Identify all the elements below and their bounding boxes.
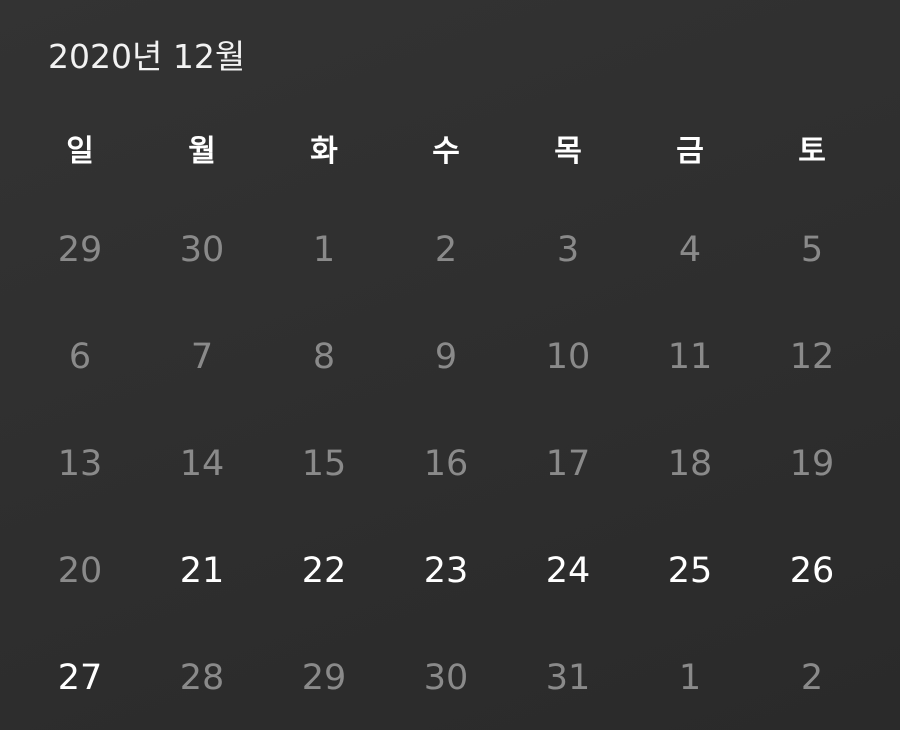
day-cell[interactable]: 22 (301, 550, 347, 591)
day-cell[interactable]: 14 (179, 443, 225, 484)
day-cell[interactable]: 1 (312, 229, 336, 270)
day-cell[interactable]: 12 (789, 336, 835, 377)
day-cell[interactable]: 24 (545, 550, 591, 591)
day-cell[interactable]: 4 (678, 229, 702, 270)
day-grid: 29 30 1 2 3 4 5 6 7 8 9 10 11 12 13 14 1… (19, 196, 880, 730)
weekday-sunday: 일 (66, 134, 94, 169)
day-cell[interactable]: 30 (423, 657, 469, 698)
day-cell[interactable]: 27 (57, 657, 103, 698)
day-cell[interactable]: 2 (800, 657, 824, 698)
day-cell[interactable]: 19 (789, 443, 835, 484)
day-cell[interactable]: 5 (800, 229, 824, 270)
day-cell[interactable]: 21 (179, 550, 225, 591)
weekday-wednesday: 수 (432, 134, 460, 169)
day-cell[interactable]: 30 (179, 229, 225, 270)
day-cell[interactable]: 26 (789, 550, 835, 591)
day-cell[interactable]: 18 (667, 443, 713, 484)
day-cell[interactable]: 15 (301, 443, 347, 484)
month-title[interactable]: 2020년 12월 (48, 37, 246, 76)
day-cell[interactable]: 29 (57, 229, 103, 270)
day-cell[interactable]: 7 (190, 336, 214, 377)
day-cell[interactable]: 17 (545, 443, 591, 484)
day-cell[interactable]: 11 (667, 336, 713, 377)
weekday-header-row: 일 월 화 수 목 금 토 (19, 128, 880, 176)
weekday-friday: 금 (676, 134, 704, 169)
day-cell[interactable]: 25 (667, 550, 713, 591)
day-cell[interactable]: 20 (57, 550, 103, 591)
day-cell[interactable]: 2 (434, 229, 458, 270)
weekday-saturday: 토 (798, 134, 826, 169)
day-cell[interactable]: 8 (312, 336, 336, 377)
day-cell[interactable]: 9 (434, 336, 458, 377)
day-cell[interactable]: 1 (678, 657, 702, 698)
day-cell[interactable]: 23 (423, 550, 469, 591)
weekday-thursday: 목 (554, 134, 582, 169)
day-cell[interactable]: 29 (301, 657, 347, 698)
day-cell[interactable]: 3 (556, 229, 580, 270)
day-cell[interactable]: 31 (545, 657, 591, 698)
day-cell[interactable]: 16 (423, 443, 469, 484)
day-cell[interactable]: 28 (179, 657, 225, 698)
day-cell[interactable]: 13 (57, 443, 103, 484)
day-cell[interactable]: 10 (545, 336, 591, 377)
weekday-monday: 월 (188, 134, 216, 169)
weekday-tuesday: 화 (310, 134, 338, 169)
day-cell[interactable]: 6 (68, 336, 92, 377)
